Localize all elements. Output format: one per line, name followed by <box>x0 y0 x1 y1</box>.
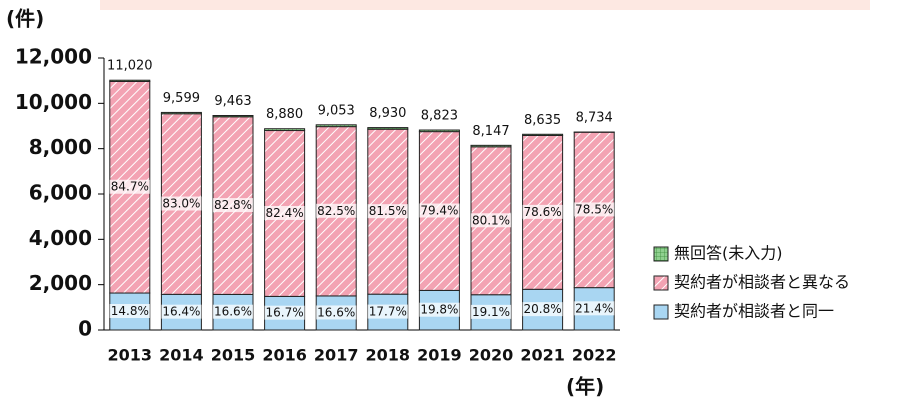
total-label: 8,880 <box>266 107 303 122</box>
bar-segment <box>212 115 254 118</box>
x-tick-label: 2018 <box>366 346 411 365</box>
share-label-bg <box>161 196 202 211</box>
share-label-bg <box>470 304 512 319</box>
share-label-bg <box>109 179 150 194</box>
bar-segment <box>160 111 202 115</box>
bar-segment <box>470 144 512 148</box>
share-label: 16.4% <box>162 305 200 319</box>
share-label: 19.1% <box>472 305 510 319</box>
share-label: 16.6% <box>214 305 252 319</box>
bar-segment <box>315 124 357 128</box>
x-tick-label: 2014 <box>159 346 204 365</box>
share-label: 16.7% <box>266 306 304 320</box>
share-label-bg <box>316 203 357 218</box>
share-label-bg <box>574 202 615 217</box>
share-label: 82.8% <box>214 198 252 212</box>
share-label-bg <box>367 204 408 219</box>
share-label-bg <box>212 198 254 213</box>
y-tick-label: 4,000 <box>29 226 92 250</box>
x-tick-label: 2017 <box>314 346 359 365</box>
share-label: 78.6% <box>524 205 562 219</box>
total-label: 8,930 <box>369 106 406 121</box>
bar-segment <box>418 129 460 133</box>
total-label: 9,463 <box>214 94 251 109</box>
bar-segment <box>522 133 564 136</box>
bar-segment <box>367 127 409 130</box>
legend-label: 契約者が相談者と異なる <box>674 273 850 292</box>
share-label: 78.5% <box>575 202 613 216</box>
share-label: 80.1% <box>472 213 510 227</box>
bar-segment <box>109 79 151 82</box>
y-tick-label: 0 <box>78 317 92 341</box>
share-label: 84.7% <box>111 180 149 194</box>
x-tick-label: 2021 <box>520 346 565 365</box>
share-label-bg <box>470 213 512 228</box>
total-label: 8,734 <box>576 111 613 126</box>
legend-swatch <box>653 304 669 320</box>
x-tick-label: 2022 <box>572 346 617 365</box>
share-label-bg <box>419 302 460 317</box>
total-label: 9,599 <box>163 91 200 106</box>
y-tick-label: 12,000 <box>15 45 92 69</box>
total-label: 11,020 <box>107 59 153 74</box>
share-label: 17.7% <box>369 305 407 319</box>
share-label-bg <box>522 302 563 317</box>
bar-segment <box>264 128 306 132</box>
total-label: 9,053 <box>318 103 355 118</box>
y-tick-label: 10,000 <box>15 90 92 114</box>
share-label: 82.4% <box>266 206 304 220</box>
share-label-bg <box>419 203 460 218</box>
y-tick-label: 2,000 <box>29 271 92 295</box>
x-unit: (年) <box>566 375 604 399</box>
share-label: 81.5% <box>369 204 407 218</box>
share-label-bg <box>161 304 202 319</box>
share-label-bg <box>316 305 357 320</box>
share-label: 82.5% <box>317 204 355 218</box>
share-label-bg <box>522 204 563 219</box>
share-label: 19.8% <box>420 303 458 317</box>
share-label-bg <box>264 305 305 320</box>
legend-swatch <box>653 275 669 291</box>
total-label: 8,147 <box>472 124 509 139</box>
legend-label: 無回答(未入力) <box>674 244 783 263</box>
share-label-bg <box>212 304 254 319</box>
share-label: 20.8% <box>524 302 562 316</box>
x-tick-label: 2020 <box>469 346 514 365</box>
share-label: 16.6% <box>317 305 355 319</box>
x-tick-label: 2015 <box>211 346 256 365</box>
share-label-bg <box>264 205 305 220</box>
header-band <box>100 0 870 10</box>
share-label-bg <box>109 304 150 319</box>
x-tick-label: 2013 <box>108 346 153 365</box>
share-label: 79.4% <box>420 204 458 218</box>
y-unit: (件) <box>6 7 44 31</box>
share-label-bg <box>367 304 408 319</box>
legend-swatch <box>653 246 669 262</box>
x-tick-label: 2019 <box>417 346 462 365</box>
total-label: 8,823 <box>421 109 458 124</box>
legend-label: 契約者が相談者と同一 <box>674 302 834 321</box>
y-tick-label: 8,000 <box>29 135 92 159</box>
share-label: 83.0% <box>162 197 200 211</box>
share-label-bg <box>574 301 615 316</box>
y-tick-label: 6,000 <box>29 181 92 205</box>
share-label: 14.8% <box>111 304 149 318</box>
total-label: 8,635 <box>524 113 561 128</box>
share-label: 21.4% <box>575 301 613 315</box>
x-tick-label: 2016 <box>262 346 307 365</box>
